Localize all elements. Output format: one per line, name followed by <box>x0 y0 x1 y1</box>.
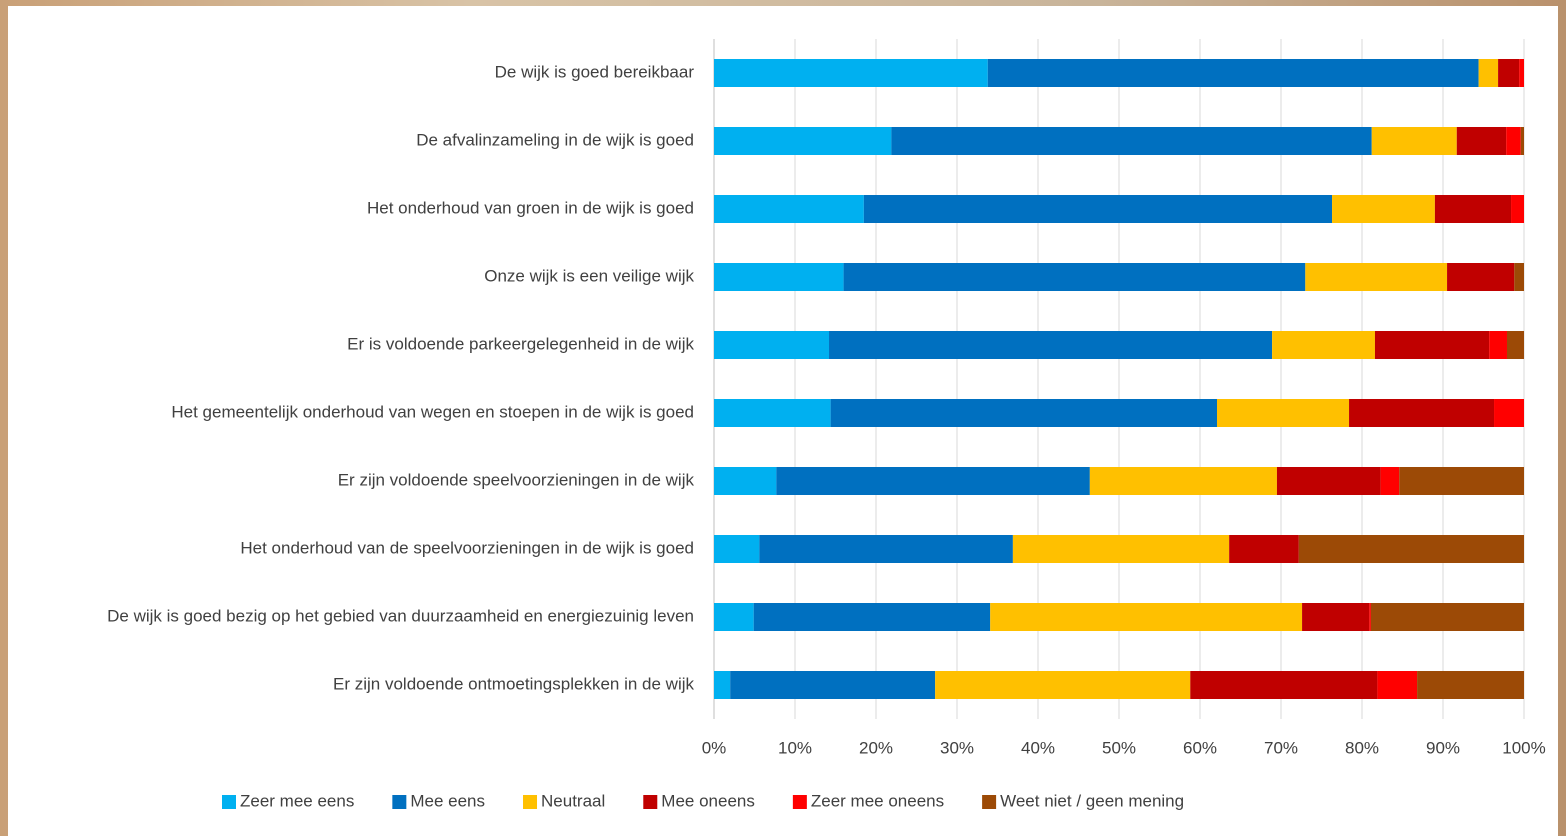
x-tick-label: 20% <box>859 738 893 757</box>
legend-swatch <box>392 795 407 809</box>
bar-segment <box>1506 331 1524 359</box>
bar-segment <box>753 603 991 631</box>
bar-segment <box>1302 603 1370 631</box>
y-tick-label: Het onderhoud van de speelvoorzieningen … <box>240 538 694 557</box>
bar-segment <box>990 603 1303 631</box>
x-tick-label: 60% <box>1183 738 1217 757</box>
bar-segment <box>714 467 777 495</box>
bar-segment <box>1190 671 1378 699</box>
bar-segment <box>1494 399 1524 427</box>
bar-segment <box>1519 59 1524 87</box>
bar-segment <box>1520 127 1524 155</box>
bar-segment <box>1456 127 1507 155</box>
bar-segment <box>730 671 936 699</box>
bar-segment <box>714 263 844 291</box>
bar-segment <box>1272 331 1375 359</box>
legend-label: Zeer mee oneens <box>811 791 944 810</box>
bar-segment <box>987 59 1479 87</box>
bar-segment <box>1377 671 1418 699</box>
x-tick-label: 90% <box>1426 738 1460 757</box>
bar-segment <box>1380 467 1400 495</box>
bar-segment <box>1478 59 1499 87</box>
bar-segment <box>1012 535 1230 563</box>
bar-segment <box>714 535 760 563</box>
bar-segment <box>714 603 754 631</box>
x-tick-label: 80% <box>1345 738 1379 757</box>
legend-swatch <box>643 795 658 809</box>
bar-segment <box>1399 467 1524 495</box>
legend-label: Mee oneens <box>661 791 755 810</box>
y-tick-label: De afvalinzameling in de wijk is goed <box>416 130 694 149</box>
bar-segment <box>1332 195 1435 223</box>
bar-segment <box>714 331 830 359</box>
bar-segment <box>1371 127 1457 155</box>
bar-segment <box>1447 263 1515 291</box>
bar-segment <box>829 331 1273 359</box>
y-tick-label: Er zijn voldoende ontmoetingsplekken in … <box>333 674 694 693</box>
bar-segment <box>714 59 988 87</box>
x-tick-label: 30% <box>940 738 974 757</box>
legend-swatch <box>523 795 538 809</box>
bar-segment <box>1229 535 1299 563</box>
x-tick-label: 40% <box>1021 738 1055 757</box>
bar-segment <box>935 671 1191 699</box>
x-tick-label: 0% <box>702 738 727 757</box>
y-tick-label: Er is voldoende parkeergelegenheid in de… <box>347 334 694 353</box>
bar-segment <box>843 263 1306 291</box>
legend-label: Neutraal <box>541 791 605 810</box>
legend-swatch <box>982 795 997 809</box>
bar-segment <box>776 467 1090 495</box>
y-tick-label: Het gemeentelijk onderhoud van wegen en … <box>171 402 694 421</box>
bar-segment <box>1217 399 1350 427</box>
x-tick-label: 100% <box>1502 738 1545 757</box>
legend-swatch <box>792 795 807 809</box>
bar-segment <box>1417 671 1524 699</box>
bar-segment <box>1514 263 1524 291</box>
y-tick-label: Het onderhoud van groen in de wijk is go… <box>367 198 694 217</box>
bar-segment <box>1374 331 1490 359</box>
y-tick-label: Onze wijk is een veilige wijk <box>484 266 694 285</box>
y-tick-label: De wijk is goed bereikbaar <box>495 62 695 81</box>
bar-segment <box>714 399 831 427</box>
bar-segment <box>1298 535 1524 563</box>
x-tick-label: 50% <box>1102 738 1136 757</box>
y-tick-label: De wijk is goed bezig op het gebied van … <box>107 606 694 625</box>
bar-segment <box>714 127 892 155</box>
bar-segment <box>714 195 864 223</box>
bar-segment <box>1369 603 1371 631</box>
bar-segment <box>1498 59 1520 87</box>
legend-label: Weet niet / geen mening <box>1000 791 1184 810</box>
bar-segment <box>1089 467 1277 495</box>
bar-segment <box>1511 195 1524 223</box>
bar-segment <box>891 127 1372 155</box>
bar-segment <box>1489 331 1507 359</box>
legend-label: Mee eens <box>410 791 485 810</box>
bar-segment <box>1370 603 1524 631</box>
bar-segment <box>1276 467 1381 495</box>
legend-swatch <box>222 795 236 809</box>
bar-segment <box>1506 127 1521 155</box>
bar-segment <box>1434 195 1512 223</box>
bar-segment <box>759 535 1013 563</box>
x-tick-label: 70% <box>1264 738 1298 757</box>
x-tick-label: 10% <box>778 738 812 757</box>
bar-segment <box>1349 399 1495 427</box>
bar-segment <box>1305 263 1448 291</box>
y-tick-label: Er zijn voldoende speelvoorzieningen in … <box>338 470 695 489</box>
bar-segment <box>830 399 1218 427</box>
bar-segment <box>714 671 731 699</box>
legend-label: Zeer mee eens <box>240 791 354 810</box>
bar-segment <box>863 195 1333 223</box>
